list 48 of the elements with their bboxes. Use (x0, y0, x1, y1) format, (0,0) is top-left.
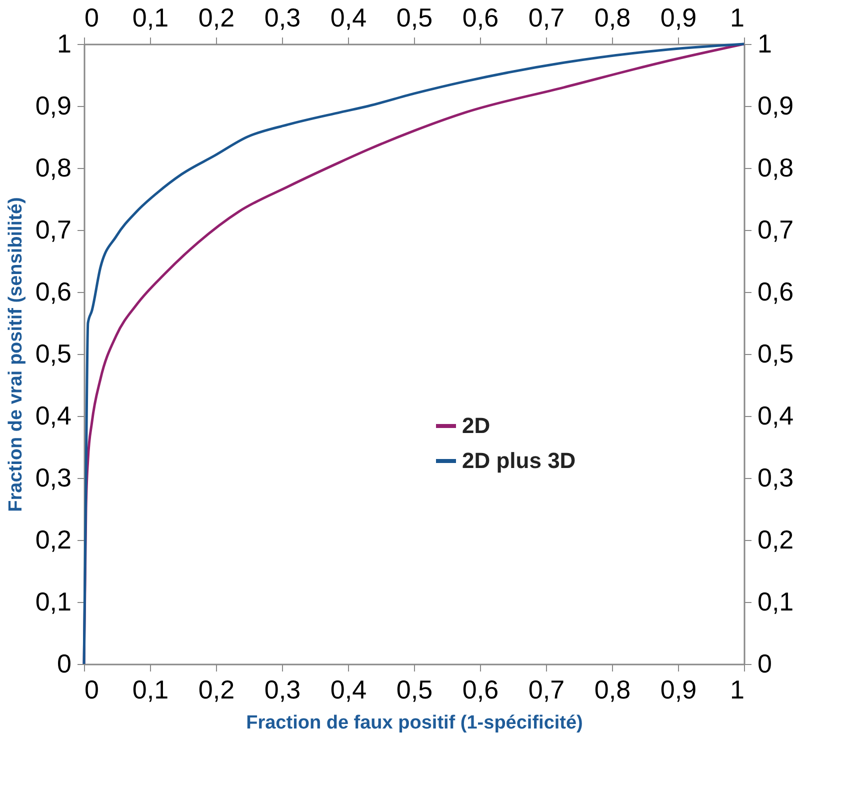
y-tick-label: 0,6 (35, 276, 72, 306)
x2-tick-label: 0,1 (132, 2, 169, 32)
x-tick-label: 0,1 (132, 674, 169, 704)
y2-tick-label: 1 (758, 28, 772, 58)
y-tick-label: 0,1 (35, 586, 72, 616)
y-tick-label: 0,7 (35, 214, 72, 244)
x2-tick-label: 0,4 (330, 2, 367, 32)
x-tick-label: 0,9 (660, 674, 697, 704)
y-tick-label: 0,5 (35, 338, 72, 368)
y2-tick-label: 0,9 (758, 90, 794, 120)
legend-label: 2D plus 3D (462, 448, 576, 473)
x2-tick-label: 0,5 (396, 2, 433, 32)
y2-tick-label: 0,7 (758, 214, 794, 244)
x-axis-title: Fraction de faux positif (1-spécificité) (246, 712, 583, 734)
y-tick-label: 1 (57, 28, 72, 58)
x2-tick-label: 1 (730, 2, 744, 32)
y2-tick-label: 0,5 (758, 338, 794, 368)
x-tick-label: 1 (730, 674, 744, 704)
y2-tick-label: 0,8 (758, 152, 794, 182)
x-tick-label: 0,3 (264, 674, 301, 704)
y-tick-label: 0,4 (35, 400, 72, 430)
x-tick-label: 0,4 (330, 674, 367, 704)
y-tick-label: 0,8 (35, 152, 72, 182)
x-tick-label: 0 (84, 674, 99, 704)
y-axis-title: Fraction de vrai positif (sensibilité) (5, 197, 26, 512)
x-tick-label: 0,6 (462, 674, 499, 704)
x2-tick-label: 0,6 (462, 2, 499, 32)
x-tick-label: 0,2 (198, 674, 235, 704)
x-tick-label: 0,8 (594, 674, 631, 704)
y-tick-label: 0,3 (35, 462, 72, 492)
x2-tick-label: 0,7 (528, 2, 565, 32)
x2-tick-label: 0,9 (660, 2, 697, 32)
legend-label: 2D (462, 413, 490, 438)
y2-tick-label: 0,4 (758, 400, 794, 430)
y2-tick-label: 0,2 (758, 524, 794, 554)
y2-tick-label: 0,6 (758, 276, 794, 306)
y-tick-label: 0,2 (35, 524, 72, 554)
x2-tick-label: 0,3 (264, 2, 301, 32)
y-tick-label: 0 (57, 648, 72, 678)
x2-tick-label: 0,2 (198, 2, 235, 32)
y2-tick-label: 0,1 (758, 586, 794, 616)
x2-tick-label: 0 (84, 2, 99, 32)
x2-tick-label: 0,8 (594, 2, 631, 32)
y-tick-label: 0,9 (35, 90, 72, 120)
y2-tick-label: 0,3 (758, 462, 794, 492)
x-tick-label: 0,5 (396, 674, 433, 704)
x-tick-label: 0,7 (528, 674, 565, 704)
y2-tick-label: 0 (758, 648, 772, 678)
